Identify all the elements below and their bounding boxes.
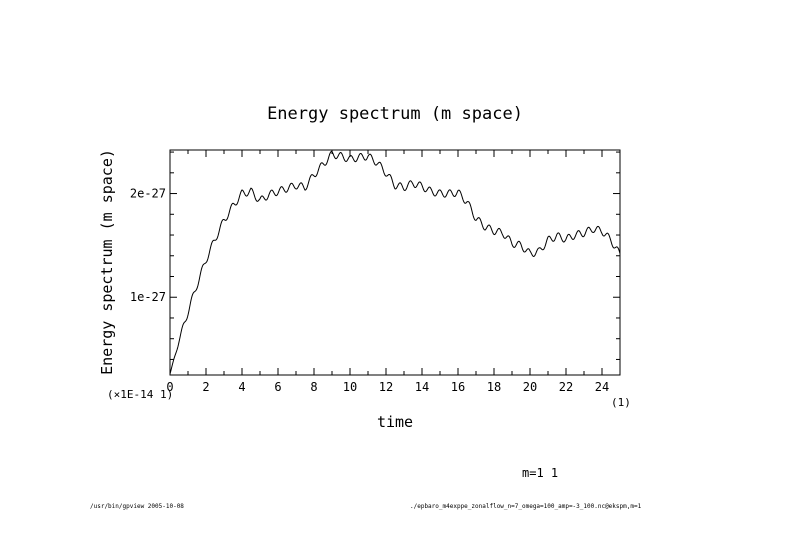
x-tick-label: 10 [343,380,357,394]
x-tick-label: 22 [559,380,573,394]
y-tick-label: 1e-27 [130,290,166,304]
footer-right: ./epbaro_m4exppe_zonalflow_n=7_omega=100… [410,503,642,510]
y-axis-ticks: 1e-27 2e-27 [130,151,620,360]
series-layer [169,150,621,375]
x-tick-label: 6 [274,380,281,394]
y-tick-label: 2e-27 [130,187,166,201]
footer-left: /usr/bin/gpview 2005-10-08 [90,503,184,510]
x-tick-label: 8 [310,380,317,394]
x-tick-label: 24 [595,380,609,394]
x-tick-label: 16 [451,380,465,394]
series-line [169,150,621,375]
x-axis-ticks: 0 2 4 6 8 10 12 14 16 18 20 22 24 [166,150,609,394]
x-tick-label: 4 [238,380,245,394]
chart-title: Energy spectrum (m space) [267,104,523,124]
x-unit-note: (1) [611,396,631,409]
x-axis-label: time [377,413,413,431]
x-tick-label: 12 [379,380,393,394]
x-scale-note: (×1E-14 1) [107,388,173,401]
x-tick-label: 14 [415,380,429,394]
x-tick-label: 2 [202,380,209,394]
x-tick-label: 18 [487,380,501,394]
y-axis-label: Energy spectrum (m space) [98,149,116,375]
plot-frame [169,149,621,376]
legend-label: m=1 1 [522,466,559,480]
x-tick-label: 0 [166,380,173,394]
x-tick-label: 20 [523,380,537,394]
